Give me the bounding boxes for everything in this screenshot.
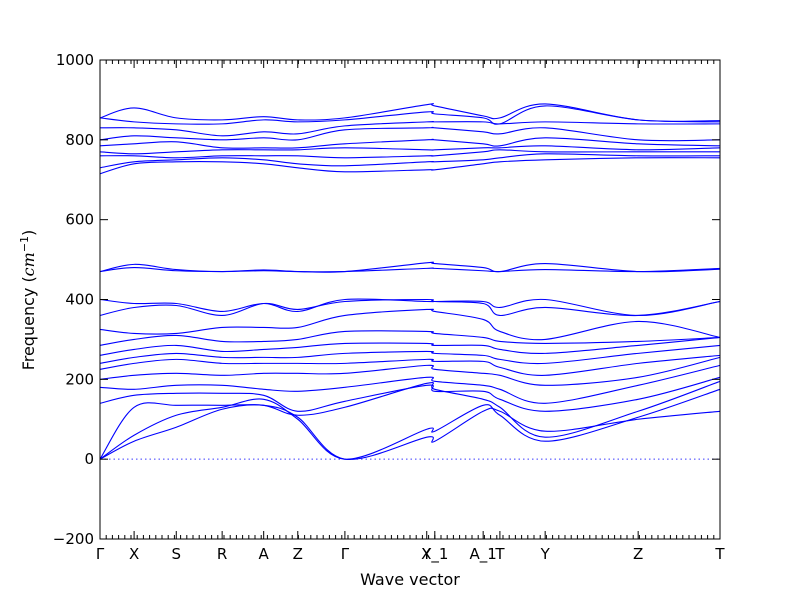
x-axis-ticks: Γ X S R A Z Γ YX_1 A_1T Y Z T bbox=[96, 60, 725, 564]
band-line-13 bbox=[99, 267, 721, 273]
x-tick-label-7: Y bbox=[421, 545, 432, 563]
band-line-10 bbox=[99, 308, 721, 341]
band-line-15 bbox=[99, 157, 721, 175]
y-axis-label-text: Frequency bbox=[19, 288, 38, 371]
y-axis-label-close-paren: ) bbox=[19, 230, 38, 236]
band-line-22 bbox=[99, 105, 721, 125]
band-line-17 bbox=[99, 149, 720, 159]
y-tick-label-6: 1000 bbox=[56, 51, 94, 69]
x-tick-label-2: S bbox=[171, 545, 181, 563]
x-tick-label-5: Z bbox=[293, 545, 303, 563]
plot-area bbox=[99, 103, 721, 460]
x-tick-label-13: T bbox=[714, 545, 725, 563]
x-tick-label-12: Z bbox=[633, 545, 643, 563]
x-tick-label-9: A_1 bbox=[470, 545, 497, 564]
x-tick-label-10: T bbox=[494, 545, 505, 563]
y-tick-label-2: 200 bbox=[65, 370, 94, 388]
band-line-12 bbox=[99, 298, 721, 317]
band-line-19 bbox=[99, 137, 721, 149]
y-axis-label: Frequency (cm−1) bbox=[18, 230, 38, 371]
band-line-11 bbox=[99, 298, 721, 317]
y-axis-ticks: −200 0 200 400 600 800 1000 bbox=[53, 51, 720, 548]
x-tick-label-3: R bbox=[217, 545, 227, 563]
band-line-4 bbox=[99, 364, 721, 404]
band-line-0 bbox=[99, 404, 721, 460]
y-tick-label-1: 0 bbox=[84, 450, 94, 468]
y-axis-label-unit: cm bbox=[19, 252, 38, 276]
band-line-23 bbox=[99, 103, 721, 122]
x-tick-label-0: Γ bbox=[96, 545, 105, 563]
band-line-5 bbox=[99, 356, 721, 386]
band-line-20 bbox=[99, 126, 721, 142]
band-line-9 bbox=[99, 330, 721, 346]
y-tick-label-3: 400 bbox=[65, 291, 94, 309]
x-tick-label-11: Y bbox=[540, 545, 551, 563]
band-line-6 bbox=[99, 354, 721, 376]
x-tick-label-4: A bbox=[259, 545, 270, 563]
band-line-3 bbox=[99, 376, 721, 412]
band-line-21 bbox=[99, 121, 721, 137]
y-tick-label-5: 800 bbox=[65, 131, 94, 149]
x-tick-label-8: X_1 bbox=[421, 545, 448, 564]
band-line-16 bbox=[99, 153, 721, 169]
x-axis-label: Wave vector bbox=[360, 570, 460, 589]
x-tick-label-1: X bbox=[129, 545, 139, 563]
band-line-1 bbox=[99, 388, 721, 460]
band-line-14 bbox=[99, 261, 721, 273]
y-tick-label-0: −200 bbox=[53, 530, 94, 548]
band-line-7 bbox=[99, 344, 721, 365]
y-axis-label-unit-exp: −1 bbox=[18, 236, 31, 252]
plot-frame bbox=[99, 59, 721, 540]
band-line-8 bbox=[99, 336, 721, 356]
band-line-18 bbox=[99, 145, 721, 155]
y-tick-label-4: 600 bbox=[65, 211, 94, 229]
y-axis-label-open-paren: ( bbox=[19, 276, 38, 287]
x-tick-label-6: Γ bbox=[341, 545, 350, 563]
